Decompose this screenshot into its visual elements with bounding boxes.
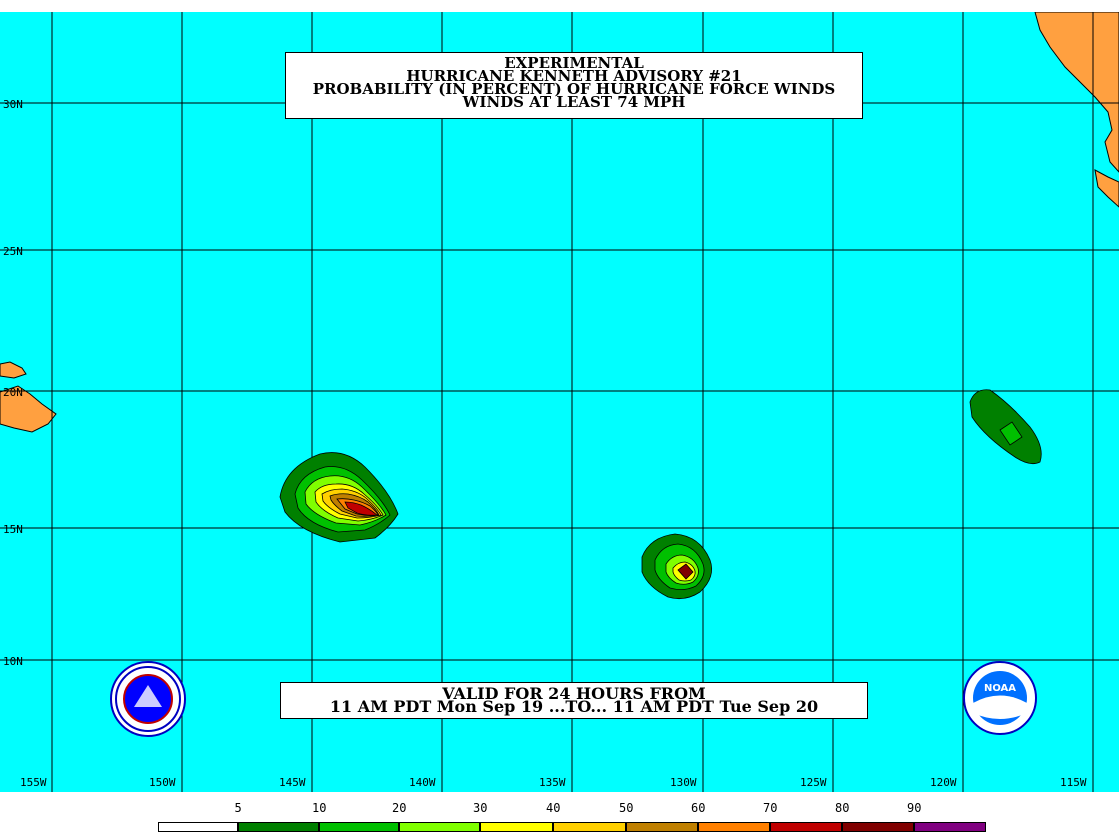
title-line-4: WINDS AT LEAST 74 MPH [462,93,686,111]
lon-label-135w: 135W [539,776,566,789]
title-line-1: EXPERIMENTAL [504,54,644,72]
lon-label-115w: 115W [1060,776,1087,789]
validity-box: VALID FOR 24 HOURS FROM 11 AM PDT Mon Se… [280,682,868,719]
lat-label-30n: 30N [3,98,23,111]
probability-swath-east [969,389,1042,465]
legend-label-5: 5 [234,801,242,815]
legend: 5 10 20 30 40 50 60 70 80 90 [0,792,1119,839]
legend-swatch-4 [480,822,553,832]
legend-label-40: 40 [546,801,561,815]
lon-label-125w: 125W [800,776,827,789]
legend-label-90: 90 [907,801,922,815]
probability-swath-central [641,533,713,600]
noaa-logo-icon: NOAA [963,661,1037,735]
lon-label-155w: 155W [20,776,47,789]
legend-swatch-9 [842,822,914,832]
lat-label-20n: 20N [3,386,23,399]
legend-swatch-1 [238,822,319,832]
title-line-3: PROBABILITY (IN PERCENT) OF HURRICANE FO… [312,80,836,98]
validity-line-2: 11 AM PDT Mon Sep 19 ...TO... 11 AM PDT … [329,697,819,716]
lon-label-120w: 120W [930,776,957,789]
legend-swatch-5 [553,822,626,832]
probability-map [0,12,1119,792]
legend-swatch-3 [399,822,480,832]
land-mainland-mexico [1094,169,1119,208]
nws-seal-icon [110,661,186,737]
noaa-logo-text: NOAA [984,683,1016,694]
lon-label-150w: 150W [149,776,176,789]
validity-line-1: VALID FOR 24 HOURS FROM [442,684,706,703]
legend-label-70: 70 [763,801,778,815]
lon-label-130w: 130W [670,776,697,789]
legend-swatch-0 [158,822,238,832]
land-hawaii-maui [0,361,27,379]
legend-swatch-2 [319,822,399,832]
title-box: EXPERIMENTAL HURRICANE KENNETH ADVISORY … [285,52,863,119]
legend-swatch-8 [770,822,842,832]
legend-label-80: 80 [835,801,850,815]
legend-swatch-10 [914,822,986,832]
land-baja-california [1034,12,1119,173]
grid [0,12,1119,792]
legend-swatch-7 [698,822,770,832]
lat-label-15n: 15N [3,523,23,536]
legend-label-10: 10 [312,801,327,815]
legend-label-30: 30 [473,801,488,815]
probability-swath-west [279,452,399,543]
ocean [0,12,1119,792]
legend-label-20: 20 [392,801,407,815]
legend-label-50: 50 [619,801,634,815]
lon-label-140w: 140W [409,776,436,789]
legend-label-60: 60 [691,801,706,815]
lon-label-145w: 145W [279,776,306,789]
lat-label-25n: 25N [3,245,23,258]
lat-label-10n: 10N [3,655,23,668]
title-line-2: HURRICANE KENNETH ADVISORY #21 [406,67,742,85]
legend-swatch-6 [626,822,698,832]
